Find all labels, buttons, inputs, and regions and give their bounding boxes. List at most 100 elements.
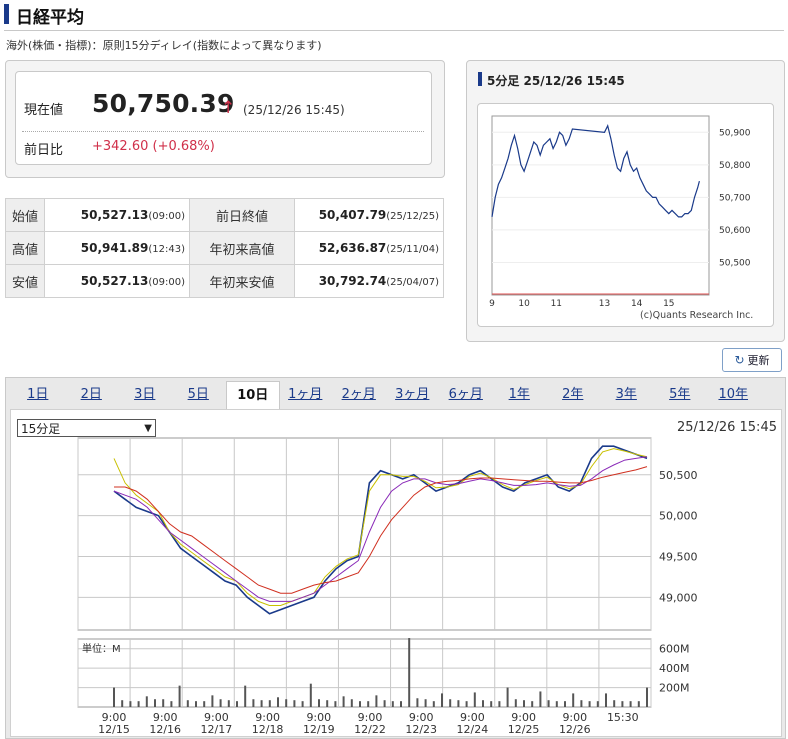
period-tab[interactable]: 10日 (226, 381, 280, 410)
x-tick-date: 12/17 (201, 723, 233, 735)
x-tick-date: 12/19 (303, 723, 335, 735)
x-tick-date: 12/18 (252, 723, 284, 735)
page-title: 日経平均 (16, 8, 84, 28)
divider (22, 131, 424, 132)
mini-y-tick: 50,500 (719, 258, 751, 268)
period-tab[interactable]: 1日 (27, 387, 49, 402)
volume-bar (408, 638, 411, 707)
mini-chart: 50,500 50,600 50,700 50,800 50,900 9 10 11 13 14 1… (489, 115, 753, 321)
volume-bar (326, 700, 329, 707)
mini-credit: (c)Quants Research Inc. (640, 310, 753, 321)
title-marker (4, 4, 9, 24)
update-button[interactable]: ↻ 更新 (722, 348, 782, 372)
volume-bar (465, 701, 468, 707)
stat-value: 50,527.13 (80, 208, 149, 222)
volume-bar (449, 699, 452, 707)
chevron-down-icon: ▼ (144, 423, 152, 434)
volume-bar (564, 701, 566, 707)
volume-bar (424, 699, 427, 707)
period-tab[interactable]: 3ヶ月 (395, 387, 430, 402)
volume-bar (268, 700, 271, 707)
period-tab[interactable]: 2日 (80, 387, 102, 402)
volume-bar (219, 699, 222, 707)
volume-bar (342, 696, 345, 707)
mini-x-tick: 11 (551, 299, 562, 309)
stat-label: 年初来安値 (189, 264, 295, 298)
stat-value-cell: 52,636.87(25/11/04) (294, 231, 444, 265)
volume-bar (318, 699, 320, 707)
period-tab[interactable]: 5日 (187, 387, 209, 402)
period-tab[interactable]: 2年 (562, 387, 584, 402)
stat-value: 50,407.79 (318, 208, 387, 222)
current-time: (25/12/26 15:45) (243, 103, 345, 117)
volume-bar (383, 700, 386, 707)
mini-x-tick: 10 (518, 299, 530, 309)
stat-time: (09:00) (148, 277, 185, 288)
x-tick-time: 9:00 (204, 711, 229, 724)
volume-bar (432, 701, 435, 707)
volume-bar (523, 700, 525, 707)
volume-bar (416, 698, 419, 707)
volume-bar (555, 701, 558, 707)
volume-bar (162, 699, 165, 707)
volume-bar (490, 701, 493, 707)
price-y-tick: 49,000 (659, 591, 698, 604)
mini-chart-title: 5分足 25/12/26 15:45 (487, 74, 625, 88)
volume-bar (309, 683, 312, 707)
volume-bar (350, 699, 353, 707)
volume-bar (293, 700, 296, 707)
stat-label: 高値 (5, 231, 45, 265)
mini-x-tick: 14 (631, 299, 643, 309)
interval-select[interactable]: 15分足 ▼ (17, 419, 156, 437)
x-tick-time: 15:30 (607, 711, 639, 724)
mini-y-tick: 50,900 (719, 128, 751, 138)
volume-bar (498, 701, 501, 707)
volume-bar (170, 701, 173, 707)
period-tab[interactable]: 10年 (718, 387, 749, 402)
volume-bar (629, 701, 632, 707)
refresh-icon: ↻ (734, 353, 745, 367)
interval-select-value: 15分足 (21, 422, 61, 436)
stat-time: (25/12/25) (386, 211, 439, 222)
period-tab[interactable]: 3年 (615, 387, 637, 402)
price-series-ma-long (114, 466, 648, 594)
volume-bar (646, 687, 648, 707)
period-tab[interactable]: 1ヶ月 (288, 387, 323, 402)
price-plot-frame (77, 437, 652, 631)
current-value: 50,750.39 (92, 89, 235, 118)
volume-bar (473, 692, 476, 707)
x-tick-date: 12/23 (405, 723, 437, 735)
period-tab[interactable]: 5年 (669, 387, 691, 402)
stat-value-cell: 50,527.13(09:00) (44, 198, 190, 232)
period-tab[interactable]: 3日 (134, 387, 156, 402)
x-tick-time: 9:00 (153, 711, 178, 724)
period-tab[interactable]: 2ヶ月 (341, 387, 376, 402)
period-tab[interactable]: 1年 (508, 387, 530, 402)
x-tick-time: 9:00 (255, 711, 280, 724)
volume-bar (588, 701, 591, 707)
mini-price-line (491, 124, 700, 218)
current-label: 現在値 (24, 103, 64, 118)
volume-bar (613, 700, 616, 707)
x-tick-date: 12/16 (149, 723, 181, 735)
change-label: 前日比 (24, 143, 64, 158)
volume-bar (211, 695, 214, 707)
title-bar (4, 4, 784, 31)
stat-time: (25/04/07) (386, 277, 439, 288)
volume-bar (113, 687, 115, 707)
chart-timestamp: 25/12/26 15:45 (677, 420, 777, 435)
x-tick-time: 9:00 (409, 711, 434, 724)
volume-y-tick: 200M (659, 682, 690, 695)
volume-bar (400, 701, 402, 707)
stat-value: 52,636.87 (318, 241, 387, 255)
volume-bar (506, 687, 509, 707)
volume-bar (637, 701, 640, 707)
x-tick-time: 9:00 (358, 711, 383, 724)
volume-bar (580, 700, 583, 707)
x-tick-date: 12/22 (354, 723, 386, 735)
current-value-card (15, 71, 432, 165)
volume-bar (301, 701, 304, 707)
stat-value-cell: 50,407.79(25/12/25) (294, 198, 444, 232)
volume-bar (227, 700, 230, 707)
period-tab[interactable]: 6ヶ月 (448, 387, 483, 402)
